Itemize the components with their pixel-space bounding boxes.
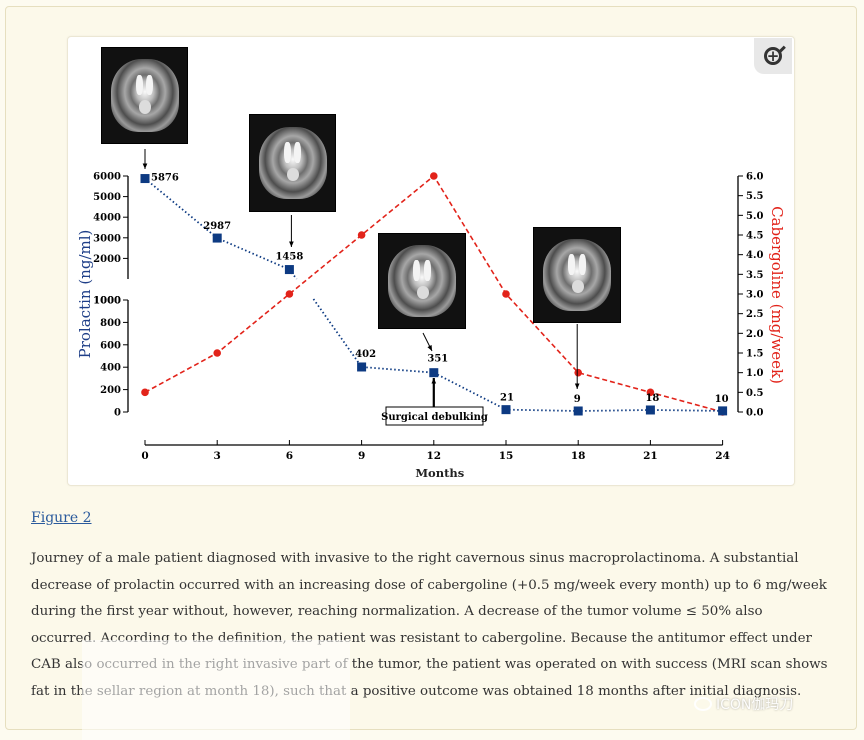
arrow-mri-12-head xyxy=(427,345,432,351)
cabergoline-point xyxy=(285,290,294,298)
y-right-tick-label: 0.0 xyxy=(746,408,763,419)
x-tick-label: 12 xyxy=(426,450,441,462)
x-tick-label: 0 xyxy=(141,450,148,462)
mri-month-0 xyxy=(101,47,188,144)
y-left-tick-label: 6000 xyxy=(93,172,121,183)
prolactin-data-label: 9 xyxy=(574,394,581,405)
prolactin-data-label: 1458 xyxy=(275,252,303,263)
prolactin-point xyxy=(718,406,728,416)
y-left-tick-label: 800 xyxy=(100,318,121,329)
figure-link[interactable]: Figure 2 xyxy=(31,510,92,526)
y-right-tick-label: 4.5 xyxy=(746,231,763,242)
y-left-tick-label: 5000 xyxy=(93,192,121,203)
y-right-tick-label: 5.0 xyxy=(746,211,763,222)
prolactin-data-label: 21 xyxy=(500,393,514,404)
arrow-surgery-head xyxy=(431,378,437,384)
y-right-tick-label: 1.0 xyxy=(746,368,763,379)
cabergoline-point xyxy=(502,290,510,298)
y-axis-left-label: Prolactin (ng/ml) xyxy=(76,230,94,359)
cabergoline-point xyxy=(646,388,655,397)
prolactin-data-label: 10 xyxy=(715,394,729,405)
x-axis-label: Months xyxy=(415,466,464,480)
x-tick-label: 21 xyxy=(643,450,658,462)
zoom-button[interactable]: + xyxy=(754,38,792,74)
y-right-tick-label: 6.0 xyxy=(746,172,763,183)
y-left-tick-label: 4000 xyxy=(93,213,121,224)
cabergoline-point xyxy=(357,231,366,239)
prolactin-point xyxy=(357,362,367,372)
prolactin-data-label: 351 xyxy=(427,354,448,365)
y-right-tick-label: 2.5 xyxy=(746,309,763,320)
surgery-label: Surgical debulking xyxy=(381,412,488,423)
prolactin-point xyxy=(212,233,222,243)
y-axis-right-label: Cabergoline (mg/week) xyxy=(768,206,786,384)
prolactin-point xyxy=(429,368,439,378)
y-right-tick-label: 2.0 xyxy=(746,329,763,340)
x-tick-label: 6 xyxy=(286,450,293,462)
prolactin-point xyxy=(140,174,150,184)
arrow-mri-6-head xyxy=(289,241,294,247)
prolactin-point xyxy=(284,265,294,275)
mri-month-6 xyxy=(249,114,336,212)
prolactin-point xyxy=(501,405,511,415)
wechat-icon xyxy=(694,697,712,711)
mri-month-12 xyxy=(378,233,466,329)
y-left-tick-label: 0 xyxy=(114,408,121,419)
y-right-tick-label: 5.5 xyxy=(746,191,763,202)
y-left-tick-label: 1000 xyxy=(93,296,121,307)
cabergoline-point xyxy=(141,388,149,397)
arrow-mri-0-head xyxy=(142,163,148,169)
chart: 1000 2000 3000 4000 5000 6000 0 200 400 600 800 10 0… xyxy=(76,149,786,480)
surgery-label-box xyxy=(385,406,484,426)
y-right-tick-label: 0.5 xyxy=(746,388,763,399)
prolactin-point xyxy=(645,405,655,415)
watermark: ICON伽玛刀 xyxy=(694,694,793,714)
y-left-tick-label: 200 xyxy=(100,385,121,396)
zoom-in-icon: + xyxy=(764,45,786,65)
y-right-tick-label: 3.5 xyxy=(746,270,763,281)
watermark-text: ICON伽玛刀 xyxy=(716,697,794,713)
prolactin-data-label: 2987 xyxy=(203,221,231,232)
prolactin-data-label: 18 xyxy=(645,393,659,404)
y-left-tick-label: 2000 xyxy=(93,254,121,265)
prolactin-data-label: 5876 xyxy=(151,173,179,184)
y-left-tick-label: 400 xyxy=(100,363,121,374)
y-left-tick-label: 600 xyxy=(100,340,121,351)
prolactin-point xyxy=(573,406,583,416)
y-right-tick-label: 3.0 xyxy=(746,290,763,301)
x-tick-label: 3 xyxy=(214,450,221,462)
arrow-mri-18-head xyxy=(574,383,580,389)
y-left-tick-label: 3000 xyxy=(93,233,121,244)
x-tick-label: 18 xyxy=(571,450,586,462)
y-right-tick-label: 1.5 xyxy=(746,349,763,360)
y-right-tick-label: 4.0 xyxy=(746,250,763,261)
cabergoline-point xyxy=(574,368,582,377)
x-tick-label: 9 xyxy=(358,450,365,462)
x-tick-label: 24 xyxy=(715,450,730,462)
prolactin-data-label: 402 xyxy=(355,349,376,360)
cabergoline-point xyxy=(213,349,221,357)
image-overlay xyxy=(82,640,350,740)
cabergoline-point xyxy=(430,172,438,180)
mri-month-18 xyxy=(533,227,621,323)
x-tick-label: 15 xyxy=(499,450,514,462)
y-left-tick-label: 1000 xyxy=(93,296,121,307)
